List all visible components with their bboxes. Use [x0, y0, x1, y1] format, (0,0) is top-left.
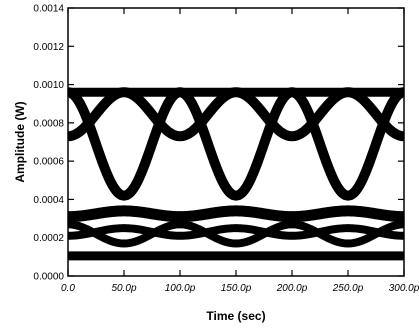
labels-layer: 0.0 50.0p 100.0p 150.0p 200.0p 250.0p 300.0p 0.… — [33, 4, 419, 295]
y-tick-label: 0.0002 — [33, 233, 64, 244]
y-tick-label: 0.0010 — [33, 80, 64, 91]
x-tick-label: 200.0p — [276, 283, 308, 294]
series-layer — [68, 87, 404, 261]
y-tick-label: 0.0004 — [33, 195, 64, 206]
plot-frame — [67, 7, 405, 277]
y-tick-label: 0.0014 — [33, 4, 64, 15]
x-axis-label: Time (sec) — [206, 309, 265, 323]
series-trace-3 — [68, 87, 404, 201]
y-axis-label: Amplitude (W) — [13, 101, 27, 182]
x-tick-label: 300.0p — [389, 283, 419, 294]
series-trace-6 — [68, 220, 404, 248]
series-trace-7 — [68, 224, 404, 240]
x-tick-label: 250.0p — [332, 283, 364, 294]
series-trace-4 — [68, 87, 404, 142]
y-tick-label: 0.0008 — [33, 118, 64, 129]
axes-layer — [67, 7, 405, 277]
y-tick-label: 0.0006 — [33, 157, 64, 168]
x-tick-label: 150.0p — [221, 283, 252, 294]
y-tick-label: 0.0012 — [33, 42, 64, 53]
y-tick-label: 0.0000 — [33, 272, 64, 283]
x-tick-label: 100.0p — [165, 283, 196, 294]
x-tick-label: 0.0 — [61, 283, 75, 294]
series-trace-5 — [68, 205, 404, 223]
x-tick-label: 50.0p — [111, 283, 136, 294]
